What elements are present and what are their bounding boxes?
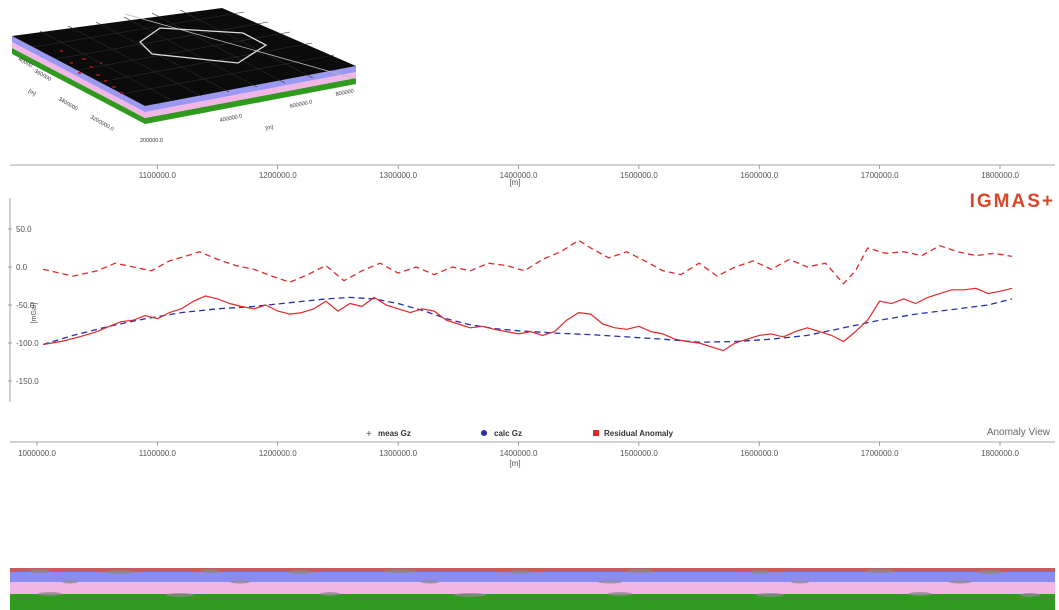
y-axis-tick-label: 0.0 <box>16 263 28 272</box>
anomaly-view-label: Anomaly View <box>987 427 1051 438</box>
meas-gz-series <box>42 287 1013 352</box>
residual-anomaly-series <box>42 239 1013 285</box>
legend-meas-symbol: + <box>366 429 372 440</box>
bottom-axis-unit: [m] <box>509 459 520 468</box>
bottom-axis-tick-label: 1800000.0 <box>981 449 1019 458</box>
bottom-axis-tick-label: 1000000.0 <box>18 449 56 458</box>
bottom-axis-tick-label: 1300000.0 <box>379 449 417 458</box>
svg-text:[m]: [m] <box>265 124 274 132</box>
top-axis-tick-label: 1500000.0 <box>620 171 658 180</box>
anomaly-plot[interactable]: 50.0 0.0 -50.0 -100.0 -150.0 [mGal] <box>8 198 1013 402</box>
y-axis-tick-label: -50.0 <box>16 301 35 310</box>
svg-text:200000.0: 200000.0 <box>140 138 163 144</box>
bottom-axis-tick-label: 1700000.0 <box>861 449 899 458</box>
legend-calc-label: calc Gz <box>494 429 522 438</box>
calc-gz-series <box>42 296 1013 346</box>
section-boundary-blobs <box>30 569 1040 597</box>
top-axis-tick-label: 1400000.0 <box>500 171 538 180</box>
section-blue-layer <box>10 572 1055 582</box>
model-polygon-outline <box>138 27 268 64</box>
svg-text:600000.0: 600000.0 <box>289 99 313 110</box>
svg-text:[m]: [m] <box>27 89 37 98</box>
y-axis-tick-label: -150.0 <box>16 377 39 386</box>
model-green-layer <box>12 48 356 124</box>
model-red-anomaly <box>60 50 123 94</box>
top-axis-tick-label: 1200000.0 <box>259 171 297 180</box>
bottom-axis-tick-label: 1400000.0 <box>500 449 538 458</box>
top-axis-tick-label: 1100000.0 <box>139 171 177 180</box>
top-axis-tick-label: 1600000.0 <box>740 171 778 180</box>
legend-meas-label: meas Gz <box>378 429 411 438</box>
y-axis-label: [mGal] <box>31 303 38 324</box>
bottom-axis-tick-label: 1100000.0 <box>139 449 177 458</box>
bottom-axis-tick-label: 1500000.0 <box>620 449 658 458</box>
model-grid <box>33 9 335 102</box>
top-axis-tick-label: 1700000.0 <box>861 171 899 180</box>
bottom-x-axis: 1000000.0 1100000.0 1200000.0 1300000.0 1400… <box>10 441 1055 468</box>
model-profile-line <box>124 13 354 79</box>
section-green-layer <box>10 594 1055 610</box>
svg-text:3400000: 3400000 <box>57 97 79 113</box>
model-pink-layer <box>12 42 356 118</box>
legend-residual-symbol <box>593 430 599 436</box>
svg-text:800000: 800000 <box>335 88 354 98</box>
legend: + meas Gz calc Gz Residual Anomaly <box>366 429 674 440</box>
y-axis-tick-label: -100.0 <box>16 339 39 348</box>
top-axis-tick-label: 1800000.0 <box>981 171 1019 180</box>
bottom-axis-tick-label: 1600000.0 <box>740 449 778 458</box>
top-x-axis: 1100000.0 1200000.0 1300000.0 1400000.0 1500… <box>10 164 1055 187</box>
section-pink-layer <box>10 582 1055 594</box>
model-3d-view[interactable]: 40000 360000 [m] 3400000 3200000.0 20000… <box>12 8 356 144</box>
legend-calc-symbol <box>481 430 487 436</box>
y-axis-tick-label: 50.0 <box>16 225 32 234</box>
legend-residual-label: Residual Anomaly <box>604 429 674 438</box>
igmas-logo: IGMAS+ <box>970 191 1055 212</box>
top-axis-unit: [m] <box>509 178 520 187</box>
top-axis-tick-label: 1300000.0 <box>379 171 417 180</box>
bottom-axis-tick-label: 1200000.0 <box>259 449 297 458</box>
section-top-red-layer <box>10 568 1055 572</box>
svg-text:400000.0: 400000.0 <box>219 113 243 124</box>
svg-text:3200000.0: 3200000.0 <box>89 115 115 133</box>
cross-section-view[interactable] <box>10 568 1055 610</box>
